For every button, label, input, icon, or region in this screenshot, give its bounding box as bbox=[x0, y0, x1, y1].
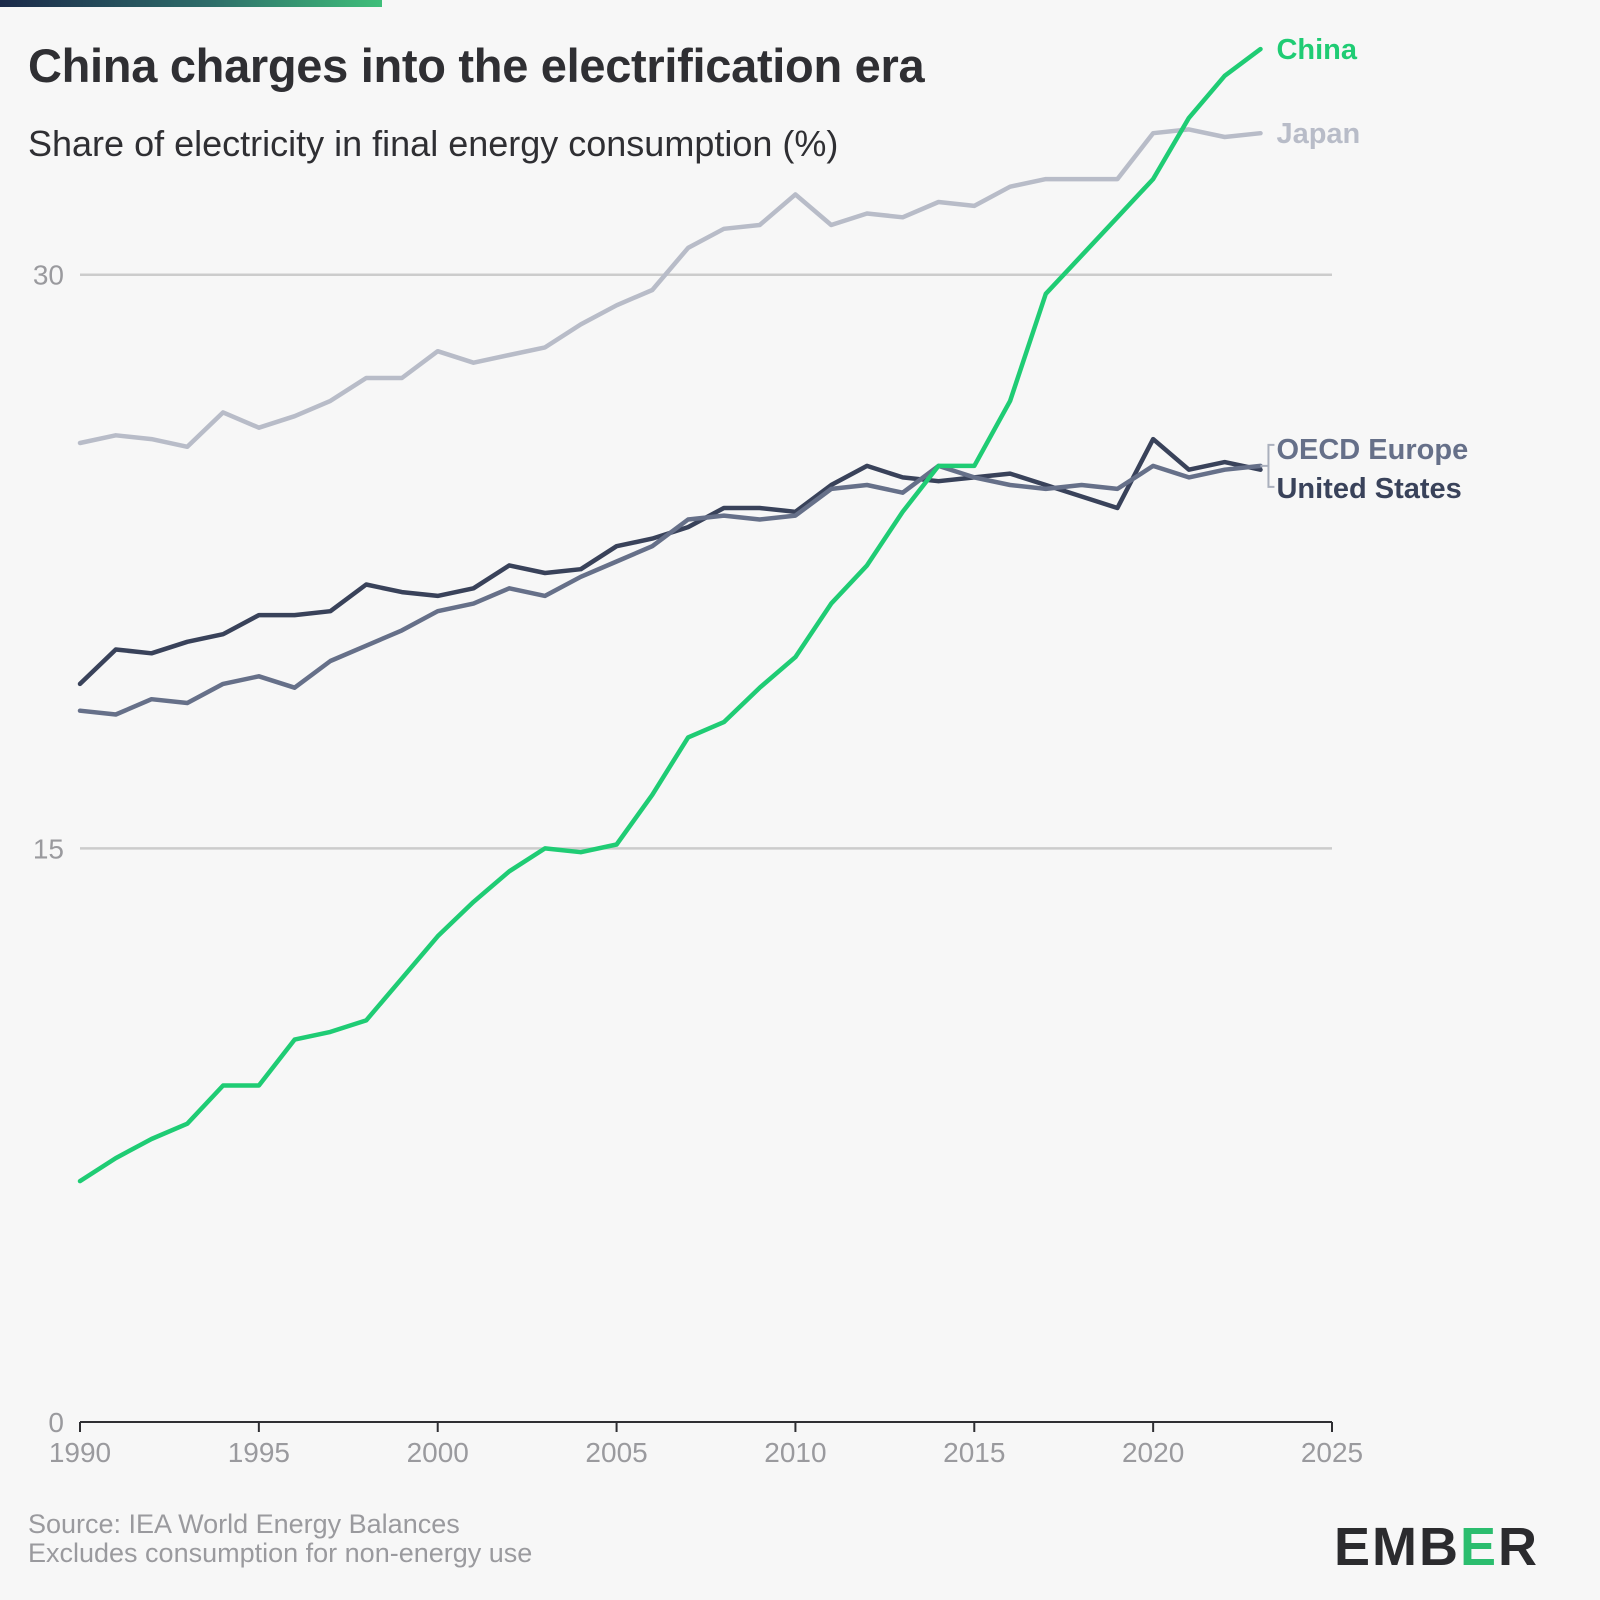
top-accent-bar bbox=[0, 0, 382, 7]
chart-title: China charges into the electrification e… bbox=[28, 39, 925, 92]
x-tick-label: 1990 bbox=[49, 1437, 111, 1468]
x-tick-label: 2020 bbox=[1122, 1437, 1184, 1468]
x-tick-label: 2015 bbox=[943, 1437, 1005, 1468]
ember-logo: EMBER bbox=[1334, 1517, 1540, 1577]
series-line-united-states bbox=[77, 436, 1263, 687]
x-tick-label: 2005 bbox=[585, 1437, 647, 1468]
series-line-oecd-europe bbox=[77, 463, 1263, 717]
series-label-united-states: United States bbox=[1276, 473, 1461, 505]
series-line-japan bbox=[77, 127, 1263, 450]
line-chart: 0 15 30 1990 1995 2000 2005 2010 2015 2020 2025 Jap… bbox=[33, 34, 1468, 1468]
series-label-china: China bbox=[1276, 34, 1357, 66]
source-note: Source: IEA World Energy Balances bbox=[28, 1509, 460, 1539]
label-bracket bbox=[1260, 443, 1275, 488]
x-tick-label: 2025 bbox=[1301, 1437, 1363, 1468]
y-tick-label: 30 bbox=[33, 260, 64, 291]
series-label-oecd-europe: OECD Europe bbox=[1276, 434, 1468, 466]
x-tick-label: 1995 bbox=[228, 1437, 290, 1468]
chart-subtitle: Share of electricity in final energy con… bbox=[28, 123, 839, 164]
series-line-china bbox=[77, 46, 1263, 1184]
exclusion-note: Excludes consumption for non-energy use bbox=[28, 1538, 533, 1568]
footer: Source: IEA World Energy Balances Exclud… bbox=[28, 1510, 532, 1568]
x-tick-label: 2000 bbox=[407, 1437, 469, 1468]
series-label-japan: Japan bbox=[1276, 118, 1360, 150]
x-tick-label: 2010 bbox=[764, 1437, 826, 1468]
y-tick-label: 0 bbox=[48, 1407, 64, 1438]
y-tick-label: 15 bbox=[33, 833, 64, 864]
